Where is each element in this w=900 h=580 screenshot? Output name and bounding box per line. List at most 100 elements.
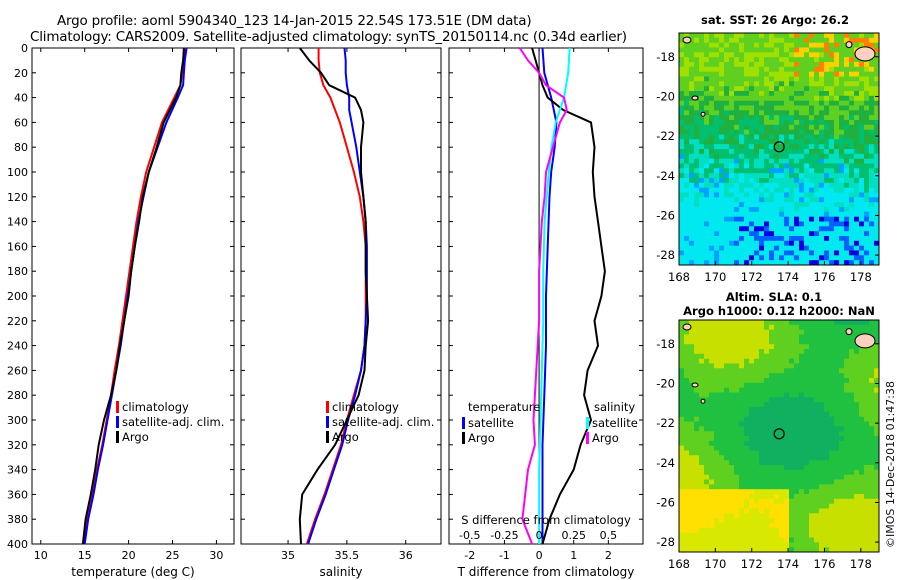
sst-map-cell [744,120,750,126]
sst-map-cell [789,211,795,217]
sst-map-cell [804,42,810,48]
sst-map-cell [839,47,845,53]
sst-map-cell [829,260,835,266]
sst-map-ytick-label: -20 [656,89,675,103]
sst-map-cell [794,211,800,217]
sst-map-cell [769,149,775,155]
sla-map-cell [814,382,820,388]
sla-map-cell [784,426,790,432]
sla-map-cell [824,426,830,432]
sst-map-cell [834,33,840,39]
sst-map-cell [754,124,760,130]
sst-map-cell [764,105,770,111]
sst-map-cell [689,100,695,106]
sla-map-cell [699,431,705,437]
sla-map-cell [699,392,705,398]
sla-map-cell [749,440,755,446]
sla-map-cell [679,431,685,437]
sla-map-cell [869,479,875,485]
sst-map-cell [754,153,760,159]
sst-map-cell [739,163,745,169]
sst-map-cell [684,76,690,82]
sst-map-cell [804,95,810,101]
sla-map-cell [754,387,760,393]
sst-map-cell [824,173,830,179]
sst-map-cell [874,76,880,82]
sst-map-cell [799,192,805,198]
sst-map-cell [829,62,835,68]
sst-map-cell [814,52,820,58]
sla-map-cell [744,363,750,369]
sst-map-cell [839,231,845,237]
sst-map-cell [859,168,865,174]
sst-map-cell [834,236,840,242]
sla-map-cell [749,382,755,388]
sla-map-cell [709,460,715,466]
sst-map-cell [744,139,750,145]
sst-map-cell [739,255,745,261]
sla-map-cell [749,358,755,364]
sst-map-cell [824,110,830,116]
sla-map-cell [854,440,860,446]
sla-map-cell [744,460,750,466]
sla-map-cell [694,363,700,369]
sla-map-cell [754,518,760,524]
sst-map-cell [849,178,855,184]
sla-map-cell [849,523,855,529]
sst-map-cell [824,105,830,111]
sla-map-cell [744,339,750,345]
sla-map-cell [684,537,690,543]
sst-map-cell [744,42,750,48]
sla-map-cell [869,440,875,446]
sst-map-cell [839,42,845,48]
sla-map-cell [864,474,870,480]
sst-map-cell [689,168,695,174]
sst-map-cell [869,211,875,217]
sst-map-cell [819,221,825,227]
sst-map-cell [679,115,685,121]
sla-map-cell [794,373,800,379]
sst-map-cell [814,66,820,72]
sla-map-cell [729,363,735,369]
sst-map-cell [719,182,725,188]
sst-map-cell [829,42,835,48]
sla-map-cell [849,440,855,446]
sst-map-cell [809,134,815,140]
sst-map-cell [739,91,745,97]
sst-map-cell [794,124,800,130]
sla-map-cell [819,334,825,340]
sla-map-cell [734,508,740,514]
sla-map-cell [759,334,765,340]
sla-map-cell [874,518,880,524]
sst-map-cell [794,207,800,213]
sst-map-cell [699,91,705,97]
sla-map-cell [799,503,805,509]
sst-map-cell [724,95,730,101]
diff-legend-temp-argo-swatch [462,432,465,444]
sla-map-cell [859,368,865,374]
sst-map-cell [729,182,735,188]
sla-map-cell [719,450,725,456]
sla-map-cell [804,474,810,480]
sla-map-cell [744,387,750,393]
sla-map-cell [679,474,685,480]
sla-map-cell [679,436,685,442]
sst-map-cell [874,245,880,251]
sla-map-cell [789,469,795,475]
sla-map-cell [839,334,845,340]
sla-map-cell [719,440,725,446]
sst-map-cell [724,202,730,208]
sla-map-cell [724,344,730,350]
sst-map-cell [709,105,715,111]
sla-map-cell [804,479,810,485]
sla-map-cell [754,382,760,388]
sla-map-cell [734,445,740,451]
sla-map-cell [719,455,725,461]
sla-map-cell [829,387,835,393]
sla-map-cell [809,474,815,480]
sla-map-cell [699,440,705,446]
sst-map-cell [794,129,800,135]
sla-map-cell [779,484,785,490]
sla-map-cell [834,416,840,422]
sla-map-cell [849,402,855,408]
